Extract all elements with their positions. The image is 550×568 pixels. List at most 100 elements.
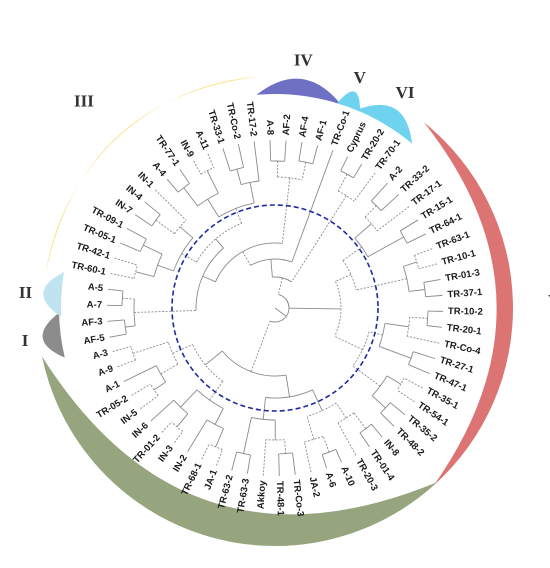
branch-168 (209, 381, 224, 401)
branch-145 (187, 419, 208, 452)
leaf-label: A-5 (87, 282, 104, 295)
branch-61 (380, 194, 400, 211)
branch-190 (288, 307, 341, 310)
branch-89 (406, 317, 411, 337)
branch-125 (306, 402, 337, 417)
leaf-label: TR-63-2 (216, 474, 236, 511)
leaf-label: A-9 (97, 363, 115, 379)
branch-136 (243, 417, 252, 454)
branch-81 (342, 246, 363, 261)
branch-10 (126, 228, 147, 240)
leaf-label: IN-1 (135, 170, 156, 191)
branch-6 (110, 273, 135, 279)
branch-13 (143, 244, 163, 255)
branch-9 (119, 242, 141, 252)
branch-151 (150, 399, 174, 422)
branch-24 (166, 178, 179, 193)
leaf-label: A-6 (323, 471, 338, 489)
branch-134 (236, 451, 251, 456)
branch-142 (201, 443, 210, 460)
branch-39 (207, 198, 220, 218)
branch-54 (340, 156, 349, 172)
branch-72 (414, 248, 433, 256)
leaf-label: TR-Co-2 (224, 102, 243, 140)
branch-120 (322, 436, 330, 453)
group-arc-viii (41, 356, 438, 547)
branch-8 (133, 265, 138, 279)
branch-115 (337, 422, 357, 456)
branch-144 (215, 428, 224, 448)
branch-103 (371, 395, 386, 409)
branch-93 (384, 322, 409, 328)
branch-158 (149, 383, 159, 396)
leaf-label: AF-2 (281, 114, 293, 136)
branch-33 (222, 148, 231, 172)
branch-88 (406, 335, 440, 344)
branch-56 (340, 170, 354, 179)
branch-0 (109, 333, 127, 338)
leaf-label: A-1 (103, 378, 122, 395)
leaf-label: AF-5 (83, 333, 106, 348)
branch-71 (354, 237, 369, 258)
branch-177 (134, 310, 197, 313)
leaf-label: TR-10-2 (448, 306, 483, 318)
group-arc-ii (43, 272, 65, 317)
branch-80 (402, 266, 410, 292)
branch-96 (404, 377, 423, 389)
group-arcs (41, 76, 513, 547)
group-label-ii: II (19, 283, 33, 302)
branch-64 (376, 206, 410, 232)
group-label-vi: VI (396, 83, 415, 102)
branch-36 (236, 169, 242, 185)
leaf-label: IN-5 (119, 407, 141, 427)
leaf-label: IN-6 (130, 420, 151, 440)
branch-126 (292, 452, 296, 475)
leaf-label: A-7 (87, 299, 102, 310)
leaf-label: IN-8 (381, 438, 401, 459)
branch-79 (408, 289, 425, 292)
branch-174 (125, 325, 136, 328)
branch-147 (174, 431, 184, 443)
branch-43 (235, 208, 243, 224)
branch-31 (206, 170, 219, 194)
group-label-iv: IV (294, 51, 314, 70)
leaf-label: IN-4 (123, 183, 144, 203)
branch-163 (112, 346, 132, 352)
leaf-label: Akkoy (255, 479, 268, 509)
branch-123 (335, 402, 347, 419)
branch-189 (277, 277, 283, 295)
branch-154 (180, 389, 198, 408)
branch-185 (250, 258, 293, 266)
leaf-label: TR-42-1 (75, 241, 112, 262)
branch-16 (144, 201, 161, 215)
branch-137 (251, 417, 276, 421)
leaf-label: A-3 (92, 347, 110, 362)
branch-15 (134, 214, 153, 227)
leaf-label: IN-3 (156, 443, 176, 464)
leaf-label: A-2 (387, 164, 405, 183)
branch-102 (386, 375, 401, 385)
group-label-iii: III (74, 92, 94, 111)
branch-98 (396, 377, 405, 391)
branch-22 (179, 226, 194, 239)
group-labels: IIIIIIIVVVIVIIVIII (19, 51, 550, 350)
branch-root (274, 307, 287, 317)
branch-85 (426, 325, 442, 328)
branch-106 (352, 365, 381, 387)
branch-172 (205, 350, 223, 366)
branch-82 (355, 278, 407, 291)
branch-42 (181, 253, 197, 263)
leaf-label: AF-3 (81, 316, 103, 329)
branch-129 (284, 439, 287, 454)
tree-branches (107, 140, 443, 476)
branch-178 (215, 238, 224, 249)
branch-70 (367, 236, 404, 258)
branch-138 (312, 389, 323, 411)
branch-29 (200, 167, 215, 175)
group-arc-v (337, 91, 361, 112)
branch-152 (173, 399, 189, 415)
branch-181 (281, 177, 291, 244)
branch-130 (262, 439, 267, 476)
branch-171 (285, 375, 291, 397)
branch-169 (172, 344, 193, 354)
